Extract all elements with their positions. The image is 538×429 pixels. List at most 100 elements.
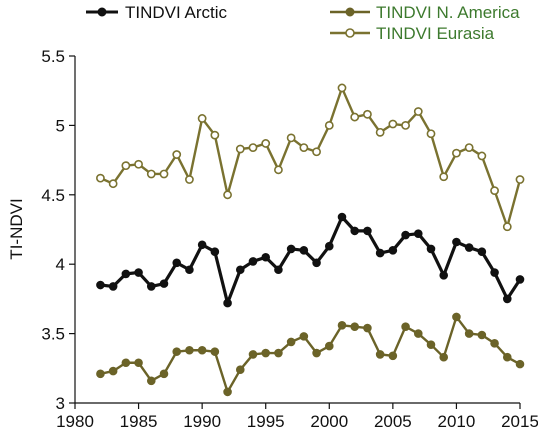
data-point-eurasia	[159, 169, 169, 179]
data-point-arctic	[477, 247, 487, 257]
data-point-eurasia	[452, 148, 461, 158]
data-point-north-america	[261, 348, 271, 358]
data-point-arctic	[439, 271, 449, 280]
data-point-eurasia	[401, 121, 410, 130]
data-point-arctic	[286, 244, 296, 254]
data-point-arctic	[197, 240, 207, 250]
data-point-eurasia	[197, 114, 207, 123]
data-point-eurasia	[261, 139, 271, 148]
data-point-north-america	[363, 323, 372, 333]
data-point-eurasia	[299, 143, 309, 153]
data-point-eurasia	[363, 109, 372, 119]
data-point-arctic	[210, 247, 220, 257]
data-point-north-america	[223, 387, 232, 397]
data-point-eurasia	[312, 147, 321, 157]
y-axis-label: TI-NDVI	[7, 198, 26, 259]
data-point-north-america	[477, 330, 487, 340]
data-point-north-america	[324, 341, 334, 351]
data-point-arctic	[185, 265, 194, 275]
data-point-arctic	[490, 268, 499, 277]
data-point-eurasia	[439, 172, 449, 182]
data-point-north-america	[375, 350, 385, 359]
legend-item-eurasia: TINDVI Eurasia	[330, 24, 495, 43]
data-point-north-america	[146, 376, 156, 386]
data-point-arctic	[261, 252, 271, 262]
data-point-eurasia	[324, 121, 334, 130]
legend-item-north-america: TINDVI N. America	[330, 3, 520, 22]
data-point-arctic	[96, 280, 105, 290]
data-point-eurasia	[248, 143, 258, 153]
legend-marker-arctic	[97, 7, 107, 17]
data-point-arctic	[172, 258, 182, 268]
y-tick-label: 3	[56, 394, 65, 413]
data-point-arctic	[274, 265, 283, 275]
data-point-north-america	[337, 320, 347, 330]
data-point-eurasia	[350, 112, 360, 122]
data-point-north-america	[401, 322, 410, 331]
data-point-arctic	[413, 229, 423, 238]
data-point-arctic	[223, 298, 232, 308]
data-point-north-america	[464, 329, 474, 338]
y-tick-label: 4	[56, 255, 65, 274]
x-axis-ticks: 1980 1985 1990 1995 2000 2005 2010 2015	[56, 403, 538, 429]
x-tick-label: 2000	[310, 412, 348, 429]
data-point-eurasia	[426, 129, 436, 139]
data-point-eurasia	[96, 173, 105, 183]
data-point-eurasia	[223, 190, 232, 200]
x-tick-label: 1995	[247, 412, 285, 429]
data-point-north-america	[452, 312, 461, 322]
series-line-arctic	[100, 215, 522, 305]
data-point-eurasia	[375, 127, 385, 137]
y-tick-label: 5	[56, 116, 65, 135]
data-point-north-america	[350, 322, 360, 331]
data-point-arctic	[134, 268, 143, 277]
data-point-eurasia	[121, 161, 131, 171]
data-point-arctic	[388, 246, 398, 255]
legend-label-arctic: TINDVI Arctic	[125, 3, 228, 22]
data-point-north-america	[274, 348, 283, 358]
series-line-eurasia	[99, 86, 522, 228]
data-point-north-america	[185, 345, 194, 355]
data-point-arctic	[337, 212, 347, 222]
data-point-arctic	[146, 282, 156, 291]
data-point-north-america	[210, 347, 220, 356]
y-tick-label: 5.5	[41, 47, 65, 66]
y-axis-ticks: 3 3.5 4 4.5 5 5.5	[41, 47, 75, 413]
data-point-north-america	[235, 365, 245, 374]
data-point-arctic	[159, 279, 169, 288]
data-point-eurasia	[464, 143, 474, 153]
data-point-eurasia	[146, 169, 156, 179]
data-point-eurasia	[274, 165, 283, 175]
data-point-arctic	[515, 275, 525, 284]
data-point-eurasia	[515, 175, 525, 184]
legend-marker-eurasia	[345, 28, 355, 38]
data-point-north-america	[248, 350, 258, 359]
data-point-arctic	[401, 230, 410, 240]
data-point-eurasia	[108, 179, 118, 189]
data-point-arctic	[312, 258, 321, 268]
data-point-north-america	[197, 345, 207, 355]
data-point-north-america	[108, 366, 118, 376]
x-tick-label: 2010	[438, 412, 476, 429]
data-point-north-america	[299, 332, 309, 341]
data-point-north-america	[134, 358, 143, 368]
data-point-eurasia	[286, 133, 296, 143]
legend-item-arctic: TINDVI Arctic	[86, 3, 228, 22]
data-point-arctic	[426, 244, 436, 254]
data-point-arctic	[108, 282, 118, 291]
data-point-eurasia	[172, 150, 182, 159]
legend-label-eurasia: TINDVI Eurasia	[376, 24, 495, 43]
data-point-arctic	[502, 294, 512, 304]
x-tick-label: 1985	[120, 412, 158, 429]
data-point-north-america	[388, 351, 398, 361]
data-point-eurasia	[235, 144, 245, 154]
data-point-eurasia	[337, 83, 347, 93]
legend-label-north-america: TINDVI N. America	[376, 3, 520, 22]
data-point-north-america	[96, 369, 105, 379]
data-point-north-america	[515, 359, 525, 369]
x-tick-label: 2015	[501, 412, 538, 429]
data-point-north-america	[502, 352, 512, 362]
data-point-arctic	[363, 226, 372, 236]
data-point-eurasia	[490, 186, 499, 196]
